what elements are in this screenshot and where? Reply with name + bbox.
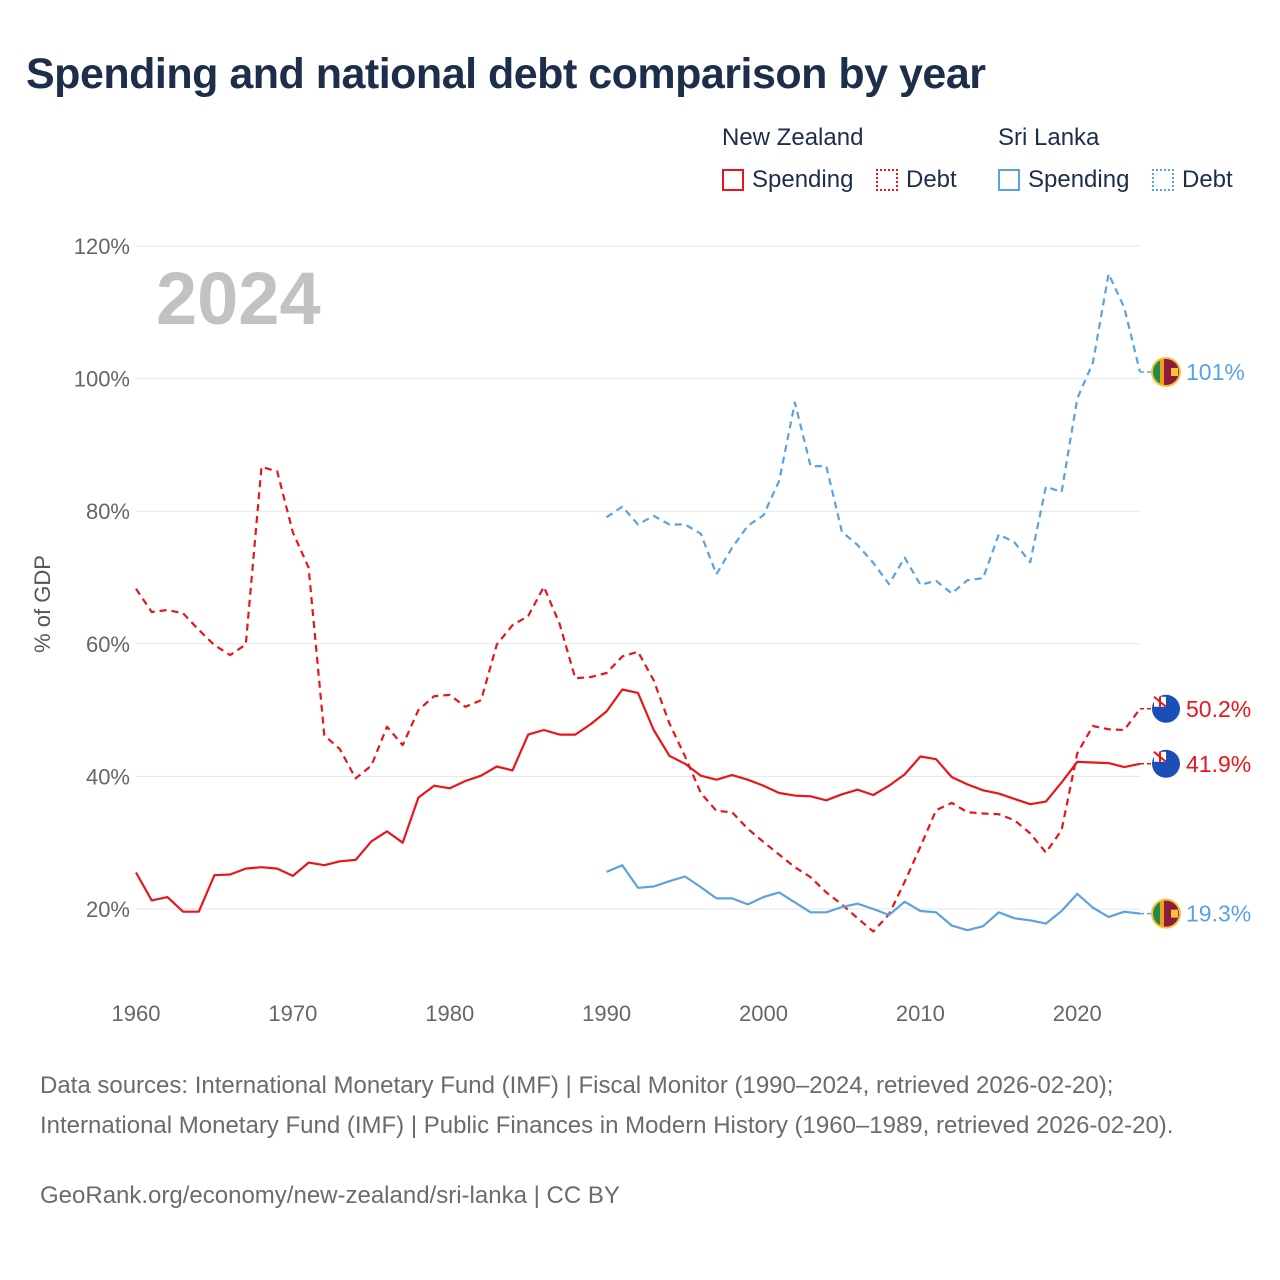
- legend-swatch-solid-icon: [722, 169, 744, 191]
- series-line-new-zealand-spending[interactable]: [135, 688, 1141, 913]
- y-tick-label: 40%: [86, 764, 130, 789]
- legend-group-sri-lanka: Sri Lanka: [998, 124, 1100, 151]
- data-sources: Data sources: International Monetary Fun…: [40, 1072, 1174, 1139]
- end-value-label: 19.3%: [1186, 901, 1251, 927]
- legend-label: Debt: [906, 166, 957, 193]
- credit-link[interactable]: GeoRank.org/economy/new-zealand/sri-lank…: [40, 1182, 620, 1209]
- legend-swatch-dotted-icon: [876, 169, 898, 191]
- x-tick-label: 1960: [112, 1001, 161, 1026]
- end-value-label: 50.2%: [1186, 696, 1251, 722]
- y-tick-label: 60%: [86, 632, 130, 657]
- legend-group-new-zealand: New Zealand: [722, 124, 864, 151]
- chart-title: Spending and national debt comparison by…: [26, 50, 986, 98]
- y-tick-label: 100%: [74, 367, 130, 392]
- x-tick-label: 1970: [268, 1001, 317, 1026]
- new-zealand-flag-icon: [1152, 694, 1180, 723]
- end-value-label: 101%: [1186, 359, 1245, 385]
- legend-lk-spending[interactable]: Spending: [998, 166, 1129, 194]
- line-chart: 20% 40% 60% 80% 100% 120% 1960 1970 1980 1990 2000…: [30, 234, 1251, 1026]
- y-tick-label: 120%: [74, 234, 130, 259]
- legend-lk-debt[interactable]: Debt: [1152, 166, 1233, 194]
- x-tick-label: 2020: [1053, 1001, 1102, 1026]
- year-watermark: 2024: [156, 257, 321, 340]
- y-axis-label: % of GDP: [30, 555, 55, 653]
- sri-lanka-flag-icon: [1151, 898, 1181, 929]
- end-value-label: 41.9%: [1186, 751, 1251, 777]
- x-tick-label: 1990: [582, 1001, 631, 1026]
- series-line-sri-lanka-debt[interactable]: [605, 272, 1142, 595]
- sri-lanka-flag-icon: [1151, 356, 1181, 387]
- legend-swatch-dotted-icon: [1152, 169, 1174, 191]
- legend-nz-spending[interactable]: Spending: [722, 166, 853, 194]
- x-tick-label: 2000: [739, 1001, 788, 1026]
- legend-label: Spending: [752, 166, 854, 193]
- x-tick-label: 1980: [425, 1001, 474, 1026]
- legend-label: Debt: [1182, 166, 1233, 193]
- x-tick-label: 2010: [896, 1001, 945, 1026]
- y-tick-label: 80%: [86, 499, 130, 524]
- legend-label: Spending: [1028, 166, 1130, 193]
- legend-nz-debt[interactable]: Debt: [876, 166, 957, 194]
- y-tick-label: 20%: [86, 897, 130, 922]
- new-zealand-flag-icon: [1152, 749, 1180, 778]
- series-line-new-zealand-debt[interactable]: [135, 465, 1141, 933]
- legend-swatch-solid-icon: [998, 169, 1020, 191]
- series-line-sri-lanka-spending[interactable]: [606, 864, 1141, 932]
